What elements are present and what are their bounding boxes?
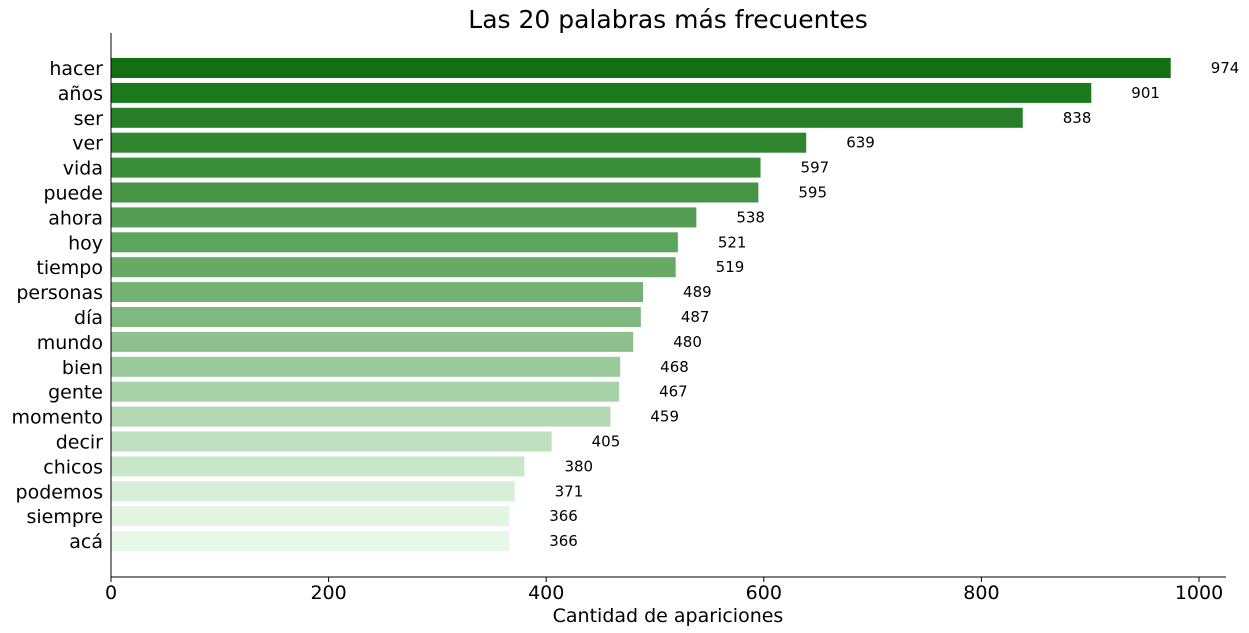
category-label-5: puede bbox=[43, 183, 103, 205]
value-label-5: 595 bbox=[798, 184, 827, 202]
value-label-11: 480 bbox=[673, 333, 702, 351]
bar-9 bbox=[111, 282, 644, 303]
value-label-16: 380 bbox=[564, 457, 593, 475]
value-label-0: 974 bbox=[1211, 59, 1240, 77]
bar-2 bbox=[111, 107, 1023, 128]
category-label-4: vida bbox=[63, 158, 103, 180]
bar-4 bbox=[111, 157, 761, 178]
bars-group bbox=[111, 58, 1171, 552]
category-label-14: momento bbox=[12, 407, 103, 429]
value-label-15: 405 bbox=[592, 433, 621, 451]
category-label-9: personas bbox=[16, 282, 103, 304]
value-label-7: 521 bbox=[718, 233, 747, 251]
x-tick-label-4: 800 bbox=[963, 582, 999, 604]
value-label-19: 366 bbox=[549, 532, 578, 550]
value-label-13: 467 bbox=[659, 383, 688, 401]
bar-15 bbox=[111, 431, 552, 452]
x-axis-title: Cantidad de apariciones bbox=[553, 605, 784, 627]
bar-1 bbox=[111, 82, 1092, 103]
x-tick-label-2: 400 bbox=[528, 582, 564, 604]
value-label-6: 538 bbox=[736, 208, 765, 226]
category-label-17: podemos bbox=[16, 481, 103, 503]
value-label-17: 371 bbox=[555, 482, 584, 500]
value-label-10: 487 bbox=[681, 308, 710, 326]
bar-3 bbox=[111, 132, 807, 153]
category-label-16: chicos bbox=[43, 456, 103, 478]
bar-11 bbox=[111, 331, 634, 352]
bar-10 bbox=[111, 307, 641, 327]
category-label-6: ahora bbox=[48, 207, 103, 229]
bar-18 bbox=[111, 506, 510, 527]
x-tick-label-1: 200 bbox=[310, 582, 346, 604]
category-label-11: mundo bbox=[37, 332, 103, 354]
category-label-18: siempre bbox=[26, 506, 103, 528]
bar-6 bbox=[111, 207, 697, 228]
x-tick-label-0: 0 bbox=[105, 582, 117, 604]
bar-17 bbox=[111, 481, 515, 502]
x-axis-ticks: 0 200 400 600 800 1000 bbox=[105, 577, 1223, 604]
category-label-8: tiempo bbox=[36, 257, 103, 279]
value-label-14: 459 bbox=[650, 408, 679, 426]
bar-16 bbox=[111, 456, 525, 477]
bar-14 bbox=[111, 406, 611, 427]
value-label-2: 838 bbox=[1063, 109, 1092, 127]
value-label-1: 901 bbox=[1131, 84, 1160, 102]
value-label-4: 597 bbox=[801, 159, 830, 177]
category-label-19: acá bbox=[69, 531, 103, 553]
category-label-13: gente bbox=[48, 382, 103, 404]
bar-13 bbox=[111, 381, 620, 402]
value-label-18: 366 bbox=[549, 507, 578, 525]
bar-0 bbox=[111, 58, 1171, 78]
value-label-3: 639 bbox=[846, 134, 875, 152]
category-label-1: años bbox=[58, 83, 103, 105]
value-label-9: 489 bbox=[683, 283, 712, 301]
category-label-3: ver bbox=[72, 133, 103, 155]
x-tick-label-3: 600 bbox=[746, 582, 782, 604]
bar-7 bbox=[111, 232, 678, 253]
x-tick-label-5: 1000 bbox=[1175, 582, 1223, 604]
category-label-7: hoy bbox=[68, 232, 103, 254]
value-label-12: 468 bbox=[660, 358, 689, 376]
category-label-0: hacer bbox=[49, 58, 103, 80]
bar-8 bbox=[111, 257, 676, 278]
bar-5 bbox=[111, 182, 759, 203]
bar-12 bbox=[111, 356, 621, 377]
category-label-10: día bbox=[74, 307, 103, 329]
chart-title: Las 20 palabras más frecuentes bbox=[468, 5, 867, 34]
category-label-2: ser bbox=[74, 108, 104, 130]
category-label-12: bien bbox=[62, 357, 103, 379]
category-label-15: decir bbox=[56, 432, 103, 454]
bar-19 bbox=[111, 531, 510, 552]
value-label-8: 519 bbox=[716, 258, 745, 276]
